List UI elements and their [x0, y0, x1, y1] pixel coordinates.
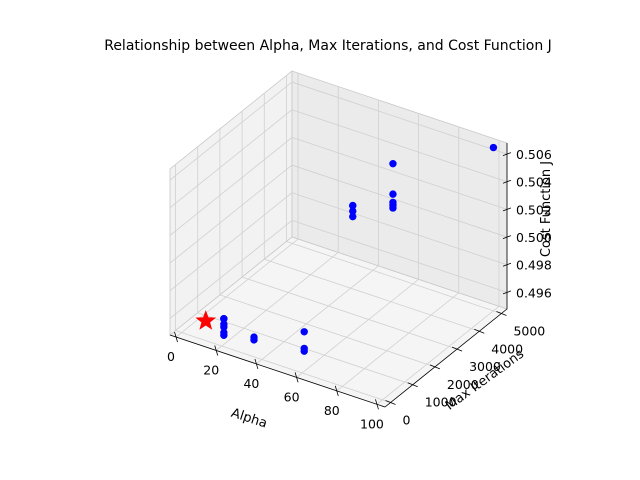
- z-tick: [502, 207, 512, 212]
- gridlines: [169, 73, 508, 405]
- grid-line-z: [169, 164, 293, 264]
- y-tick-label: 3000: [469, 359, 501, 374]
- x-tick: [174, 331, 178, 343]
- x-tick: [294, 372, 299, 383]
- chart-title: Relationship between Alpha, Max Iteratio…: [104, 38, 552, 54]
- x-tick: [334, 385, 339, 396]
- scatter-point: [349, 207, 357, 215]
- grid-line-z: [169, 137, 293, 236]
- z-tick-label: 0.496: [516, 285, 552, 300]
- grid-line-z: [291, 192, 508, 266]
- grid-line-x: [336, 292, 460, 392]
- x-tick: [375, 399, 379, 410]
- y-tick: [451, 346, 463, 352]
- grid-line-x: [175, 238, 299, 338]
- x-tick-label: 0: [167, 349, 175, 364]
- grid-line-y: [241, 276, 458, 350]
- scatter-point: [300, 328, 308, 336]
- z-tick: [502, 152, 512, 156]
- grid-line-z: [169, 220, 293, 319]
- x-tick: [254, 358, 259, 370]
- x-tick-label: 80: [324, 403, 340, 418]
- y-tick-label: 0: [403, 413, 411, 428]
- y-tick-label: 1000: [425, 395, 457, 410]
- z-tick: [502, 235, 512, 239]
- x-tick-label: 20: [203, 362, 219, 377]
- scatter-point: [489, 143, 498, 152]
- y-tick: [496, 311, 507, 316]
- scatter-point: [389, 190, 397, 198]
- scatter-point: [389, 159, 397, 168]
- grid-line-z: [169, 192, 293, 292]
- grid-line-x: [376, 305, 500, 405]
- y-axis-line: [384, 308, 508, 408]
- x-axis-line: [169, 334, 386, 408]
- scatter-point: [220, 323, 228, 331]
- grid-line-z: [291, 109, 508, 183]
- x-tick-label: 40: [243, 376, 259, 391]
- y-tick-label: 4000: [491, 341, 523, 356]
- z-tick-label: 0.500: [516, 230, 552, 245]
- grid-line-z: [169, 109, 293, 209]
- y-tick: [385, 400, 396, 405]
- z-tick-label: 0.506: [516, 147, 552, 162]
- scatter-point: [389, 204, 397, 212]
- x-tick-label: 100: [360, 416, 384, 431]
- y-tick-label: 5000: [513, 323, 545, 338]
- z-tick: [502, 290, 512, 295]
- x-tick: [214, 345, 219, 356]
- y-tick: [474, 328, 485, 334]
- grid-line-z: [291, 81, 508, 155]
- grid-line-x: [256, 265, 379, 365]
- grid-line-y: [219, 294, 436, 368]
- grid-line-y: [286, 241, 502, 314]
- grid-line-z: [169, 81, 293, 181]
- grid-line-y: [175, 330, 391, 403]
- star-marker: [195, 310, 217, 330]
- scatter-point: [349, 212, 357, 221]
- data-points: [195, 143, 498, 355]
- scatter-point: [220, 315, 228, 323]
- grid-line-x: [296, 279, 419, 378]
- grid-line-x: [215, 252, 339, 351]
- grid-line-z: [291, 220, 508, 293]
- axes-panes: [169, 70, 508, 408]
- y-tick-label: 2000: [447, 377, 479, 392]
- x-axis-label: Alpha: [229, 406, 269, 432]
- grid-line-z: [291, 164, 508, 238]
- z-tick-label: 0.498: [516, 258, 552, 273]
- grid-line-y: [264, 258, 480, 332]
- y-tick: [407, 382, 418, 388]
- scatter-point: [300, 347, 308, 355]
- scatter-point: [349, 201, 357, 210]
- z-tick-label: 0.502: [516, 202, 552, 217]
- grid-line-z: [291, 137, 508, 210]
- z-tick-label: 0.504: [516, 175, 552, 190]
- scatter-point: [250, 336, 258, 344]
- y-tick: [429, 364, 441, 370]
- scatter-point: [220, 331, 228, 340]
- z-tick: [502, 262, 512, 267]
- x-tick-label: 60: [284, 389, 300, 404]
- z-tick: [502, 179, 512, 184]
- z-axis-label: Cost Function J: [539, 161, 554, 257]
